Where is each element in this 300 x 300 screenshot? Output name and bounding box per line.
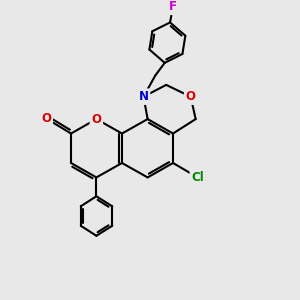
Text: Cl: Cl <box>191 171 204 184</box>
Text: O: O <box>41 112 51 125</box>
Text: N: N <box>139 90 148 103</box>
Text: O: O <box>186 90 196 103</box>
Text: F: F <box>169 0 177 13</box>
Text: O: O <box>92 112 101 126</box>
